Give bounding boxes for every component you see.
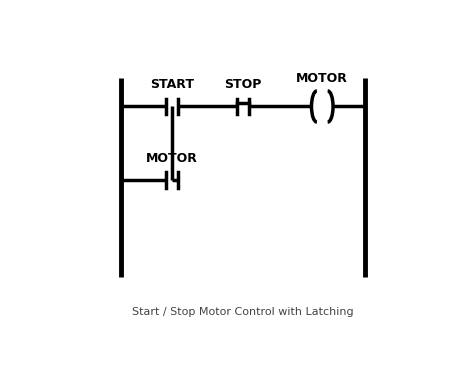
Text: MOTOR: MOTOR: [146, 152, 198, 164]
Text: MOTOR: MOTOR: [296, 72, 348, 85]
Text: STOP: STOP: [224, 78, 262, 91]
Text: START: START: [150, 78, 194, 91]
Text: Start / Stop Motor Control with Latching: Start / Stop Motor Control with Latching: [132, 307, 354, 317]
